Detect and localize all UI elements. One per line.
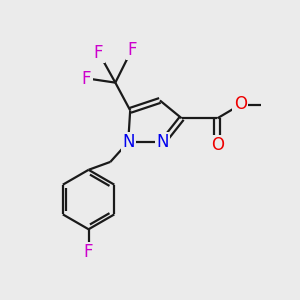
Text: N: N [122,133,134,151]
Text: F: F [128,41,137,59]
Text: F: F [84,243,93,261]
Text: F: F [94,44,103,62]
Text: F: F [82,70,91,88]
Text: O: O [234,95,247,113]
Text: O: O [211,136,224,154]
Text: N: N [157,133,169,151]
